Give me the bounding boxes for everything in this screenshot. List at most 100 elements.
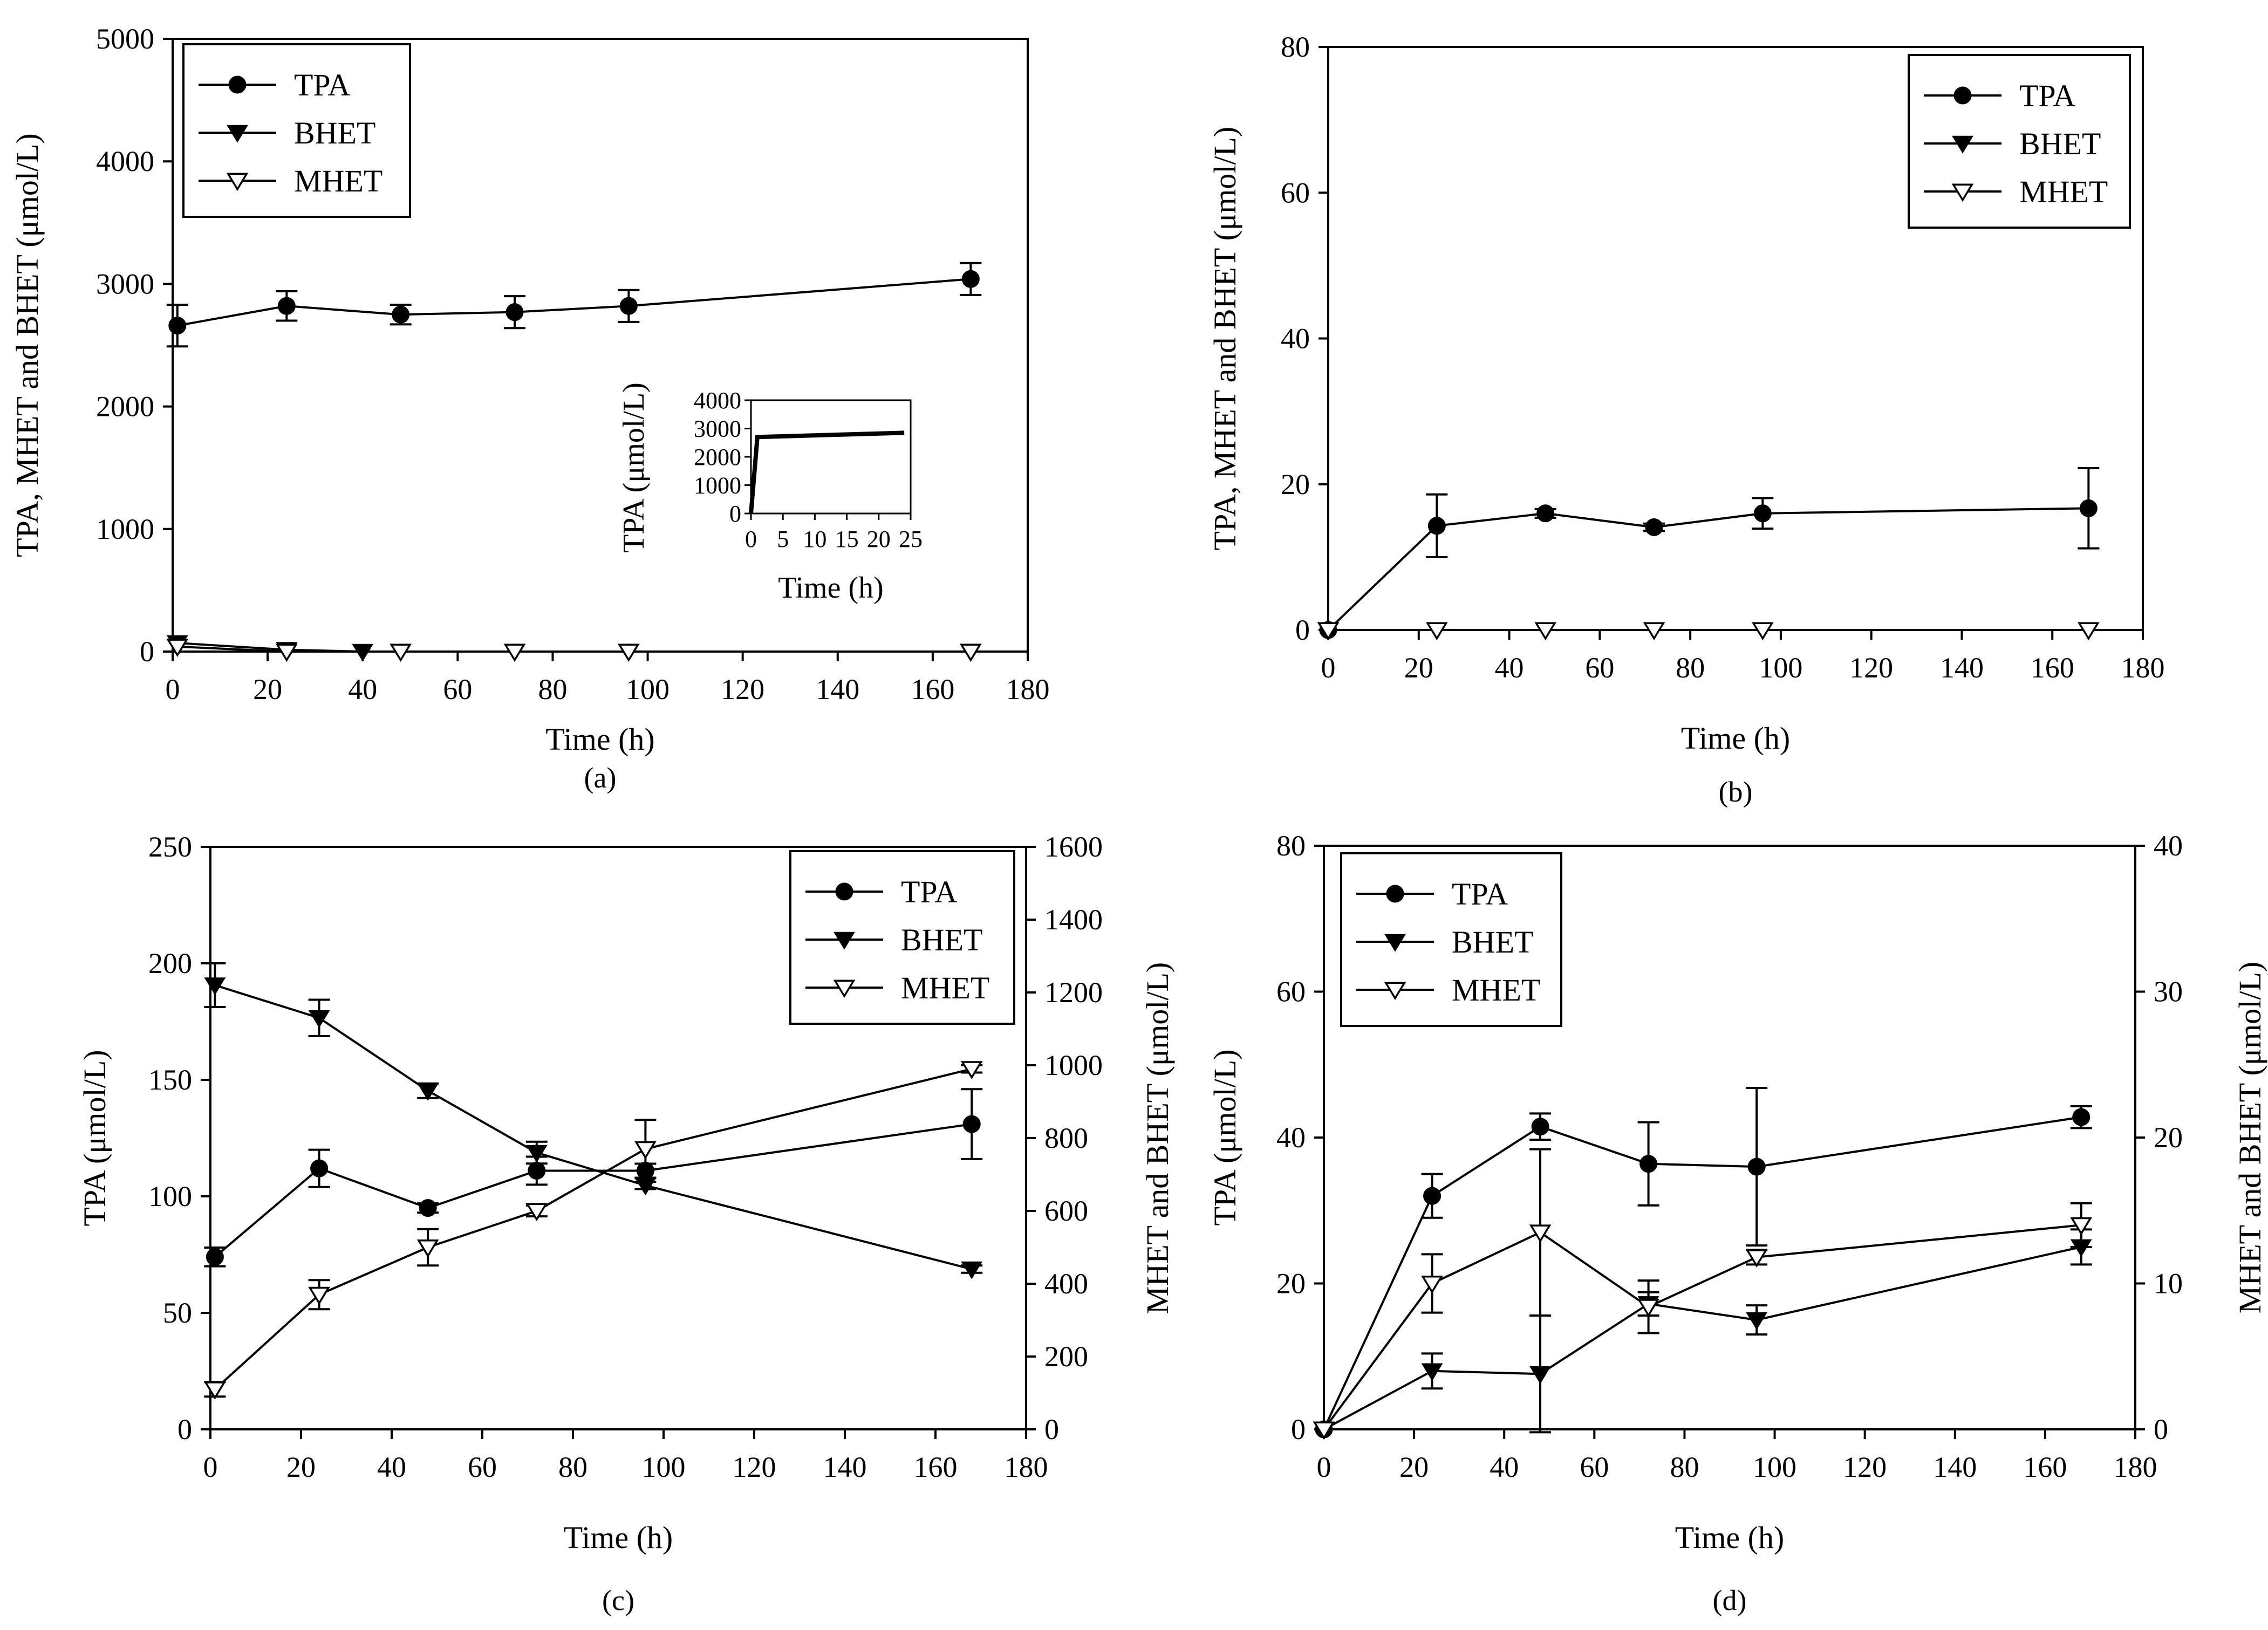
y2-tick-label: 40 [2154, 830, 2183, 862]
x-tick-label: 160 [914, 1451, 958, 1483]
y-tick-label: 50 [163, 1297, 192, 1329]
y-tick-label: 40 [1276, 1121, 1306, 1154]
data-point-tpa [1424, 1188, 1440, 1204]
x-tick-label: 160 [2023, 1451, 2067, 1483]
y-tick-label: 80 [1281, 31, 1310, 63]
data-point-tpa [962, 271, 979, 287]
data-point-tpa [207, 1249, 223, 1265]
inset-x-tick-label: 20 [867, 526, 891, 552]
legend-label-mhet: MHET [2019, 174, 2108, 209]
legend-label-tpa: TPA [1452, 876, 1508, 912]
y-tick-label: 100 [148, 1180, 192, 1213]
legend: TPA BHET MHET [183, 44, 410, 217]
x-tick-label: 20 [1404, 652, 1433, 684]
y-tick-label: 0 [140, 635, 154, 668]
data-point-tpa [620, 298, 637, 314]
y2-tick-label: 1200 [1044, 976, 1103, 1009]
inset-y-tick-label: 0 [729, 501, 741, 527]
x-tick-label: 0 [1321, 652, 1336, 684]
x-tick-label: 140 [1933, 1451, 1977, 1483]
y2-tick-label: 800 [1044, 1122, 1088, 1154]
legend: TPA BHET MHET [790, 851, 1014, 1024]
data-point-bhet [206, 978, 224, 994]
y2-tick-label: 10 [2154, 1268, 2183, 1300]
y-tick-label: 5000 [96, 23, 154, 55]
legend-marker-tpa [836, 884, 852, 900]
data-point-tpa [1646, 519, 1662, 535]
legend-label-tpa: TPA [294, 67, 350, 102]
y-tick-label: 20 [1281, 468, 1310, 501]
y-tick-label: 150 [148, 1064, 192, 1096]
legend-label-bhet: BHET [2019, 126, 2101, 161]
legend-label-bhet: BHET [294, 115, 375, 150]
figure: 0 20 40 60 80 100 120 140 160 1800100020003000400… [0, 0, 2268, 1630]
data-point-tpa [1641, 1156, 1657, 1172]
y-tick-label: 200 [148, 947, 192, 980]
y2-tick-label: 20 [2154, 1121, 2183, 1154]
data-point-tpa [278, 298, 295, 314]
data-point-tpa [1748, 1159, 1765, 1175]
inset-y-tick-label: 2000 [694, 444, 741, 470]
inset-x-tick-label: 5 [777, 526, 789, 552]
y-tick-label: 60 [1276, 976, 1306, 1008]
legend-label-tpa: TPA [2019, 78, 2075, 113]
series-mhet [204, 1062, 982, 1398]
x-tick-label: 140 [1940, 652, 1984, 684]
data-point-tpa [964, 1116, 980, 1132]
x-tick-label: 100 [626, 673, 670, 706]
y-axis-title: TPA, MHET and BHET (μmol/L) [1207, 127, 1242, 551]
inset-y-axis-title: TPA (μmol/L) [617, 382, 651, 553]
data-point-mhet [1423, 1277, 1442, 1292]
x-tick-label: 80 [1676, 652, 1705, 684]
x-tick-label: 140 [816, 673, 859, 706]
y-tick-label: 0 [177, 1413, 192, 1446]
inset-tpa-line [751, 433, 904, 513]
data-point-mhet [206, 1382, 224, 1398]
data-point-mhet [1531, 1225, 1550, 1241]
x-tick-label: 0 [166, 673, 180, 706]
data-point-tpa [169, 318, 186, 334]
x-tick-label: 180 [2114, 1451, 2157, 1483]
x-tick-label: 80 [558, 1451, 588, 1483]
legend-label-mhet: MHET [1452, 972, 1540, 1008]
x-tick-label: 100 [1753, 1451, 1796, 1483]
data-point-mhet [419, 1241, 438, 1256]
data-point-tpa [1538, 505, 1554, 522]
x-tick-label: 60 [468, 1451, 497, 1483]
y2-tick-label: 1000 [1044, 1049, 1103, 1081]
series-line-tpa [177, 279, 971, 325]
x-tick-label: 60 [443, 673, 472, 706]
data-point-tpa [1429, 518, 1445, 534]
x-tick-label: 20 [286, 1451, 316, 1483]
inset-y-tick-label: 4000 [694, 387, 741, 414]
panel-label: (d) [1713, 1584, 1747, 1617]
legend-marker-tpa [1955, 87, 1971, 104]
data-point-mhet [636, 1142, 655, 1158]
y2-tick-label: 400 [1044, 1268, 1088, 1300]
series-line-bhet [1324, 1247, 2081, 1429]
y-tick-label: 1000 [96, 513, 154, 545]
y2-tick-label: 600 [1044, 1195, 1088, 1227]
legend-label-mhet: MHET [901, 970, 989, 1005]
panel-label: (c) [602, 1584, 634, 1617]
y-tick-label: 250 [148, 831, 192, 863]
y2-axis-title: MHET and BHET (μmol/L) [2232, 962, 2267, 1313]
x-tick-label: 80 [538, 673, 567, 706]
x-tick-label: 100 [1759, 652, 1802, 684]
x-tick-label: 60 [1585, 652, 1614, 684]
inset-frame [751, 400, 911, 513]
x-tick-label: 80 [1670, 1451, 1699, 1483]
inset-x-tick-label: 15 [835, 526, 859, 552]
y-tick-label: 40 [1281, 323, 1310, 355]
series-line-mhet [1324, 1225, 2081, 1429]
x-tick-label: 160 [911, 673, 954, 706]
data-point-bhet [310, 1011, 329, 1027]
y-tick-label: 60 [1281, 176, 1310, 209]
y2-axis-title: MHET and BHET (μmol/L) [1140, 962, 1175, 1314]
x-tick-label: 180 [1006, 673, 1050, 706]
x-tick-label: 100 [642, 1451, 686, 1483]
data-point-bhet [419, 1084, 438, 1100]
inset-y-tick-label: 1000 [694, 472, 741, 499]
inset-chart: 0 5 10 15 20 2501000200030004000Time (h)TPA (… [617, 382, 923, 605]
series-tpa [1320, 468, 2099, 638]
